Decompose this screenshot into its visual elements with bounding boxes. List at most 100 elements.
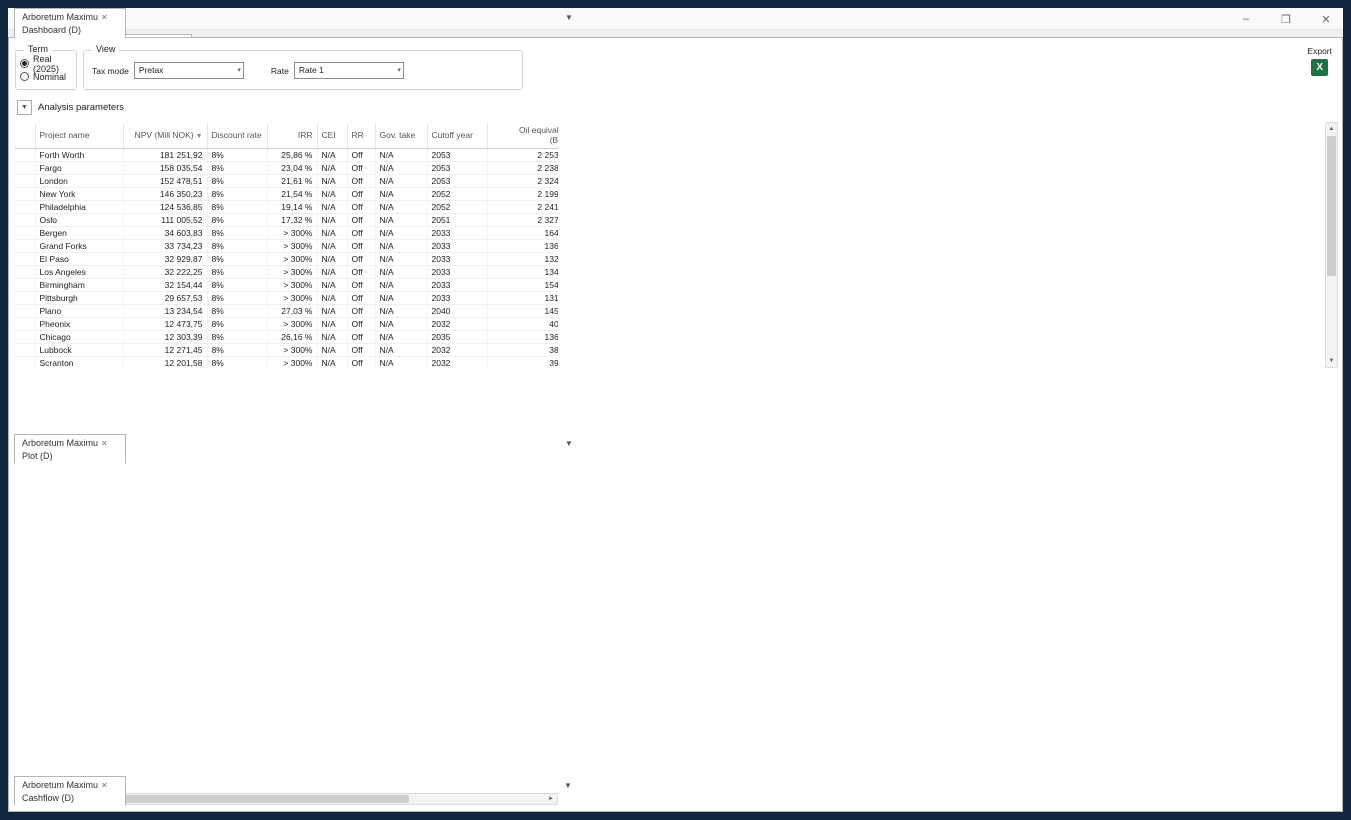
column-header[interactable] [15,122,36,149]
cell: N/A [375,174,428,188]
cell: N/A [317,291,348,305]
cell: Off [347,317,376,331]
column-header-label: IRR [297,129,313,140]
cell: N/A [375,291,428,305]
cell [15,278,36,292]
table-row[interactable]: El Paso 32 929,87 8% > 300% N/A Off N/A 2033 132… [15,252,558,266]
cell: 29 657,53 [123,291,208,305]
cell: 2051 [427,213,488,227]
table-row[interactable]: Chicago 12 303,39 8% 26,16 % N/A Off N/A 2035 13… [15,330,558,344]
cell: N/A [317,265,348,279]
table-row[interactable]: Birmingham 32 154,44 8% > 300% N/A Off N/A 2033… [15,278,558,292]
cell: N/A [317,252,348,266]
table-row[interactable]: Oslo 111 005,52 8% 17,32 % N/A Off N/A 2051 2 32… [15,213,558,227]
cell: Bergen [35,226,124,240]
cell [15,356,36,368]
cell: 21,54 % [267,187,318,201]
cell: 23,04 % [267,161,318,175]
expander-icon[interactable]: ▼ [17,100,32,115]
cell: 32 929,87 [123,252,208,266]
column-header[interactable]: Project name [35,122,124,149]
cell: 2033 [427,278,488,292]
column-header[interactable]: CEI [317,122,348,149]
cell: > 300% [267,356,318,368]
cell: 2 199,21 [487,187,558,201]
cell [15,291,36,305]
column-header-label: RR [351,129,364,140]
cell: N/A [317,174,348,188]
cell: 8% [207,317,268,331]
tab-plot[interactable]: Arboretum Maximu ✕ Plot (D) [14,434,126,464]
cell: > 300% [267,343,318,357]
cell: N/A [375,278,428,292]
rank-table: Project name NPV (Mill NOK) ▼ Discount rat… [15,122,558,368]
table-row[interactable]: Los Angeles 32 222,25 8% > 300% N/A Off N/A 203… [15,265,558,279]
cell [15,187,36,201]
cell: 2033 [427,226,488,240]
cell: 39,95 [487,356,558,368]
cell: 38,66 [487,343,558,357]
cell: Chicago [35,330,124,344]
cell: Off [347,239,376,253]
cell: 12 271,45 [123,343,208,357]
cell: 8% [207,343,268,357]
table-row[interactable]: Fargo 158 035,54 8% 23,04 % N/A Off N/A 2053 2 2… [15,161,558,175]
table-row[interactable]: Scranton 12 201,58 8% > 300% N/A Off N/A 2032 39… [15,356,558,368]
cell: 12 303,39 [123,330,208,344]
minimize-button[interactable]: – [1242,13,1250,25]
panel-menu-icon[interactable]: ▼ [564,781,572,790]
cell: 2 327,40 [487,213,558,227]
cell: Oslo [35,213,124,227]
cell: 124 536,85 [123,200,208,214]
tab-close-icon[interactable]: ✕ [101,781,108,790]
tab-dashboard[interactable]: Arboretum Maximu ✕ Dashboard (D) [14,8,126,38]
cell: 2052 [427,200,488,214]
cell: 2 253,31 [487,148,558,162]
table-row[interactable]: London 152 478,51 8% 21,61 % N/A Off N/A 2053 2 … [15,174,558,188]
rank-panel-hscroll[interactable]: ◄► [15,793,558,805]
tab-cashflow[interactable]: Arboretum Maximu ✕ Cashflow (D) [14,776,126,806]
export-excel-icon[interactable]: X [1311,59,1329,76]
column-header[interactable]: Cutoff year [427,122,488,149]
table-row[interactable]: Pittsburgh 29 657,53 8% > 300% N/A Off N/A 2033… [15,291,558,305]
tab-close-icon[interactable]: ✕ [101,439,108,448]
table-row[interactable]: Forth Worth 181 251,92 8% 25,86 % N/A Off N/A 2… [15,148,558,162]
term-nominal-radio[interactable]: Nominal [20,70,76,83]
tab-close-icon[interactable]: ✕ [101,13,108,22]
rate-dropdown[interactable]: Rate 1 [293,62,404,79]
column-header[interactable]: RR [347,122,376,149]
rank-analysis-expander[interactable]: ▼ Analysis parameters [17,100,124,115]
cell: 2032 [427,356,488,368]
table-row[interactable]: New York 146 350,23 8% 21,54 % N/A Off N/A 2052… [15,187,558,201]
column-header[interactable]: NPV (Mill NOK) ▼ [123,122,208,149]
close-button[interactable]: ✕ [1321,13,1331,26]
table-row[interactable]: Philadelphia 124 536,85 8% 19,14 % N/A Off N/A… [15,200,558,214]
cell: Forth Worth [35,148,124,162]
tax-mode-dropdown[interactable]: Pretax [133,62,244,79]
sort-icon: ▼ [193,132,203,140]
cell: Off [347,187,376,201]
column-header[interactable]: Discount rate [207,122,268,149]
panel-menu-icon[interactable]: ▼ [565,439,573,448]
rank-body: Term Real (2025) Nominal View Tax mode P… [8,37,1343,812]
maximize-button[interactable]: ❒ [1281,13,1291,26]
cell: 2032 [427,343,488,357]
cell: 12 201,58 [123,356,208,368]
table-row[interactable]: Grand Forks 33 734,23 8% > 300% N/A Off N/A 203… [15,239,558,253]
cell: N/A [317,200,348,214]
rank-panel-vscroll[interactable]: ▲ ▼ [1325,122,1338,368]
term-real-radio[interactable]: Real (2025) [20,54,76,74]
cell: 2053 [427,161,488,175]
column-header[interactable]: IRR [267,122,318,149]
cell [15,304,36,318]
column-header[interactable]: Oil equivalent (Boe) [487,122,558,149]
cell: N/A [375,213,428,227]
panel-menu-icon[interactable]: ▼ [565,13,573,22]
column-header[interactable]: Gov. take [375,122,428,149]
cell: N/A [317,343,348,357]
